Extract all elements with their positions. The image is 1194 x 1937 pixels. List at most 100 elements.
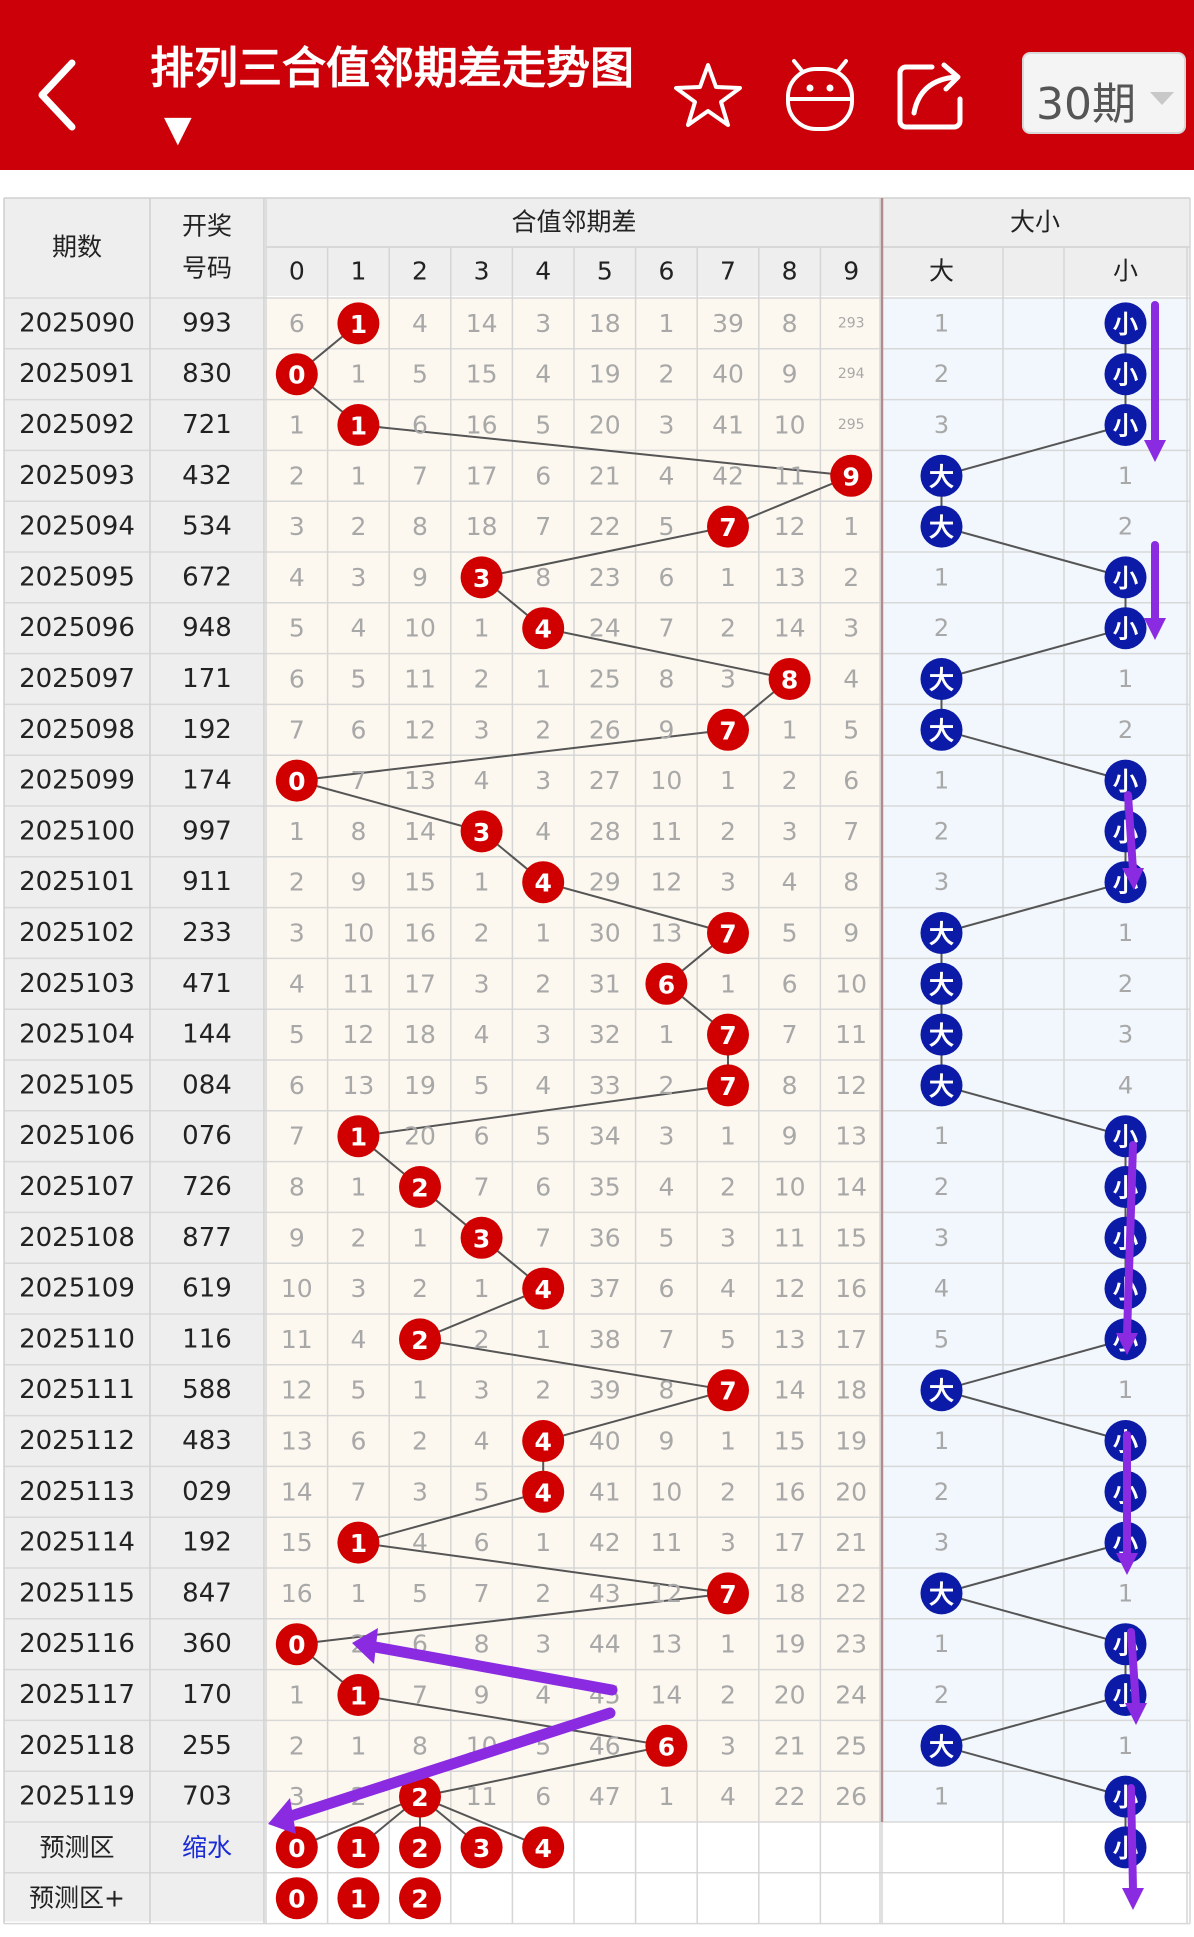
diff-ball[interactable] xyxy=(707,708,749,751)
page-title[interactable]: 排列三合值邻期差走势图 ▼ xyxy=(150,40,670,159)
miss-count: 8 xyxy=(658,1376,674,1405)
miss-count: 6 xyxy=(350,715,366,744)
size-ball-big[interactable] xyxy=(920,962,963,1005)
issue-number: 2025096 xyxy=(19,613,135,643)
size-ball-big[interactable] xyxy=(920,1064,963,1107)
trend-line xyxy=(358,1490,544,1544)
trend-line xyxy=(542,1389,729,1442)
size-ball-small[interactable] xyxy=(1104,607,1147,650)
title-dropdown-arrow-icon[interactable]: ▼ xyxy=(164,109,192,150)
miss-count: 2 xyxy=(350,1630,366,1659)
period-select[interactable]: 30期 xyxy=(1022,52,1186,134)
diff-ball[interactable] xyxy=(707,912,749,954)
size-ball-big[interactable] xyxy=(920,1572,963,1615)
diff-ball[interactable] xyxy=(522,1470,565,1513)
size-ball-big[interactable] xyxy=(920,1369,963,1412)
size-ball-big[interactable] xyxy=(920,658,963,700)
predict-ball[interactable] xyxy=(337,1826,380,1869)
miss-count: 38 xyxy=(589,1325,621,1354)
miss-count: 8 xyxy=(782,309,798,338)
diff-ball[interactable] xyxy=(460,810,503,853)
big-miss-count: 2 xyxy=(934,1681,949,1709)
diff-ball[interactable] xyxy=(522,1267,565,1310)
predict-ball[interactable] xyxy=(460,1826,503,1869)
size-ball-small[interactable] xyxy=(1104,302,1147,345)
issue-number: 2025090 xyxy=(19,308,135,338)
diff-ball[interactable] xyxy=(645,962,688,1005)
miss-count: 44 xyxy=(589,1630,621,1659)
diff-digit-header: 0 xyxy=(289,257,305,286)
back-arrow-icon[interactable] xyxy=(30,55,90,135)
trend-line xyxy=(419,1287,544,1341)
diff-ball[interactable] xyxy=(460,1216,503,1259)
miss-count: 25 xyxy=(589,665,621,694)
predict-ball[interactable] xyxy=(275,1826,318,1869)
size-trend-line xyxy=(941,881,1126,934)
diff-ball[interactable] xyxy=(337,1674,380,1716)
diff-ball[interactable] xyxy=(337,302,380,345)
miss-count: 3 xyxy=(658,1122,674,1151)
miss-count: 14 xyxy=(774,1376,806,1405)
diff-ball[interactable] xyxy=(399,1318,441,1361)
size-ball-small[interactable] xyxy=(1104,556,1147,599)
miss-count: 1 xyxy=(720,969,736,998)
miss-count: 1 xyxy=(289,817,305,846)
size-ball-big[interactable] xyxy=(920,505,963,548)
size-ball-small-text: 小 xyxy=(1113,818,1138,847)
miss-count: 3 xyxy=(535,766,551,795)
diff-ball[interactable] xyxy=(830,454,873,497)
diff-ball[interactable] xyxy=(399,1166,441,1208)
diff-ball[interactable] xyxy=(522,607,565,650)
miss-count: 37 xyxy=(589,1274,621,1303)
diff-ball[interactable] xyxy=(707,1013,749,1056)
share-icon[interactable] xyxy=(892,55,972,135)
size-ball-big[interactable] xyxy=(920,454,963,497)
predict-ball[interactable] xyxy=(522,1826,565,1869)
predict-plus-ball[interactable] xyxy=(275,1877,318,1920)
size-trend-line xyxy=(941,424,1126,477)
miss-count: 4 xyxy=(350,614,366,643)
diff-ball[interactable] xyxy=(275,759,318,802)
star-icon[interactable] xyxy=(668,55,748,135)
size-ball-small[interactable] xyxy=(1104,404,1147,446)
size-ball-big[interactable] xyxy=(920,912,963,954)
diff-ball[interactable] xyxy=(522,861,565,904)
miss-count: 295 xyxy=(838,417,865,433)
diff-ball[interactable] xyxy=(707,505,749,548)
predict-shrink-link[interactable]: 缩水 xyxy=(182,1833,232,1862)
predict-ball[interactable] xyxy=(399,1826,441,1869)
miss-count: 4 xyxy=(474,1020,490,1049)
predict-plus-ball[interactable] xyxy=(337,1877,380,1920)
draw-number: 029 xyxy=(182,1477,232,1507)
diff-ball[interactable] xyxy=(337,1115,380,1158)
size-ball-big[interactable] xyxy=(920,1724,963,1767)
miss-count: 5 xyxy=(350,1376,366,1405)
miss-count: 4 xyxy=(658,461,674,490)
size-ball-small[interactable] xyxy=(1104,353,1147,396)
predict-plus-ball[interactable] xyxy=(399,1877,441,1920)
diff-ball[interactable] xyxy=(275,1623,318,1666)
miss-count: 8 xyxy=(658,665,674,694)
diff-ball[interactable] xyxy=(707,1369,749,1412)
diff-ball[interactable] xyxy=(275,353,318,396)
size-ball-big-text: 大 xyxy=(929,1580,954,1609)
robot-icon[interactable] xyxy=(780,55,860,135)
diff-ball[interactable] xyxy=(707,1572,749,1615)
miss-count: 10 xyxy=(774,411,806,440)
diff-ball[interactable] xyxy=(460,556,503,599)
diff-ball[interactable] xyxy=(768,658,811,700)
size-ball-big[interactable] xyxy=(920,708,963,751)
diff-ball[interactable] xyxy=(707,1064,749,1107)
miss-count: 16 xyxy=(774,1477,806,1506)
miss-count: 28 xyxy=(589,817,621,846)
diff-ball-text: 6 xyxy=(658,1732,675,1761)
diff-ball[interactable] xyxy=(645,1724,688,1767)
diff-ball[interactable] xyxy=(522,1420,565,1462)
draw-number: 877 xyxy=(182,1223,232,1253)
predict-size-ball-text: 小 xyxy=(1113,1834,1138,1863)
diff-ball[interactable] xyxy=(337,1521,380,1564)
miss-count: 1 xyxy=(474,614,490,643)
diff-ball[interactable] xyxy=(337,404,380,446)
size-ball-small-text: 小 xyxy=(1113,1631,1138,1660)
size-ball-big[interactable] xyxy=(920,1013,963,1056)
